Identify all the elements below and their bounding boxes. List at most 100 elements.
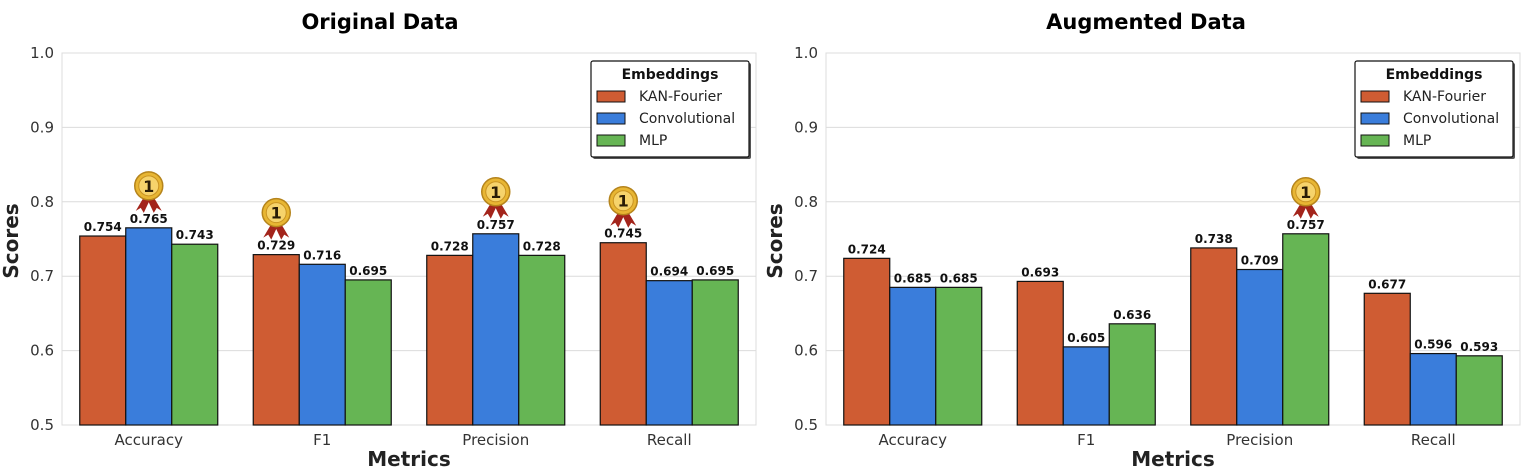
x-tick-label: Precision	[462, 431, 529, 449]
chart-panel-2: 0.5 0.6 0.7 0.8 0.9 1.0 0.724 0.693 0.738 0.677 0.…	[763, 10, 1521, 471]
bar-kan-fourier-recall	[1363, 292, 1411, 426]
x-tick-label: F1	[1077, 431, 1095, 449]
bar-value-label: 0.765	[130, 212, 168, 226]
legend-swatch	[596, 90, 626, 103]
medal-icon: 1	[481, 177, 511, 219]
legend-title: Embeddings	[1386, 67, 1483, 83]
medal-rank-label: 1	[143, 177, 154, 196]
x-tick-label: Recall	[1411, 431, 1456, 449]
medal-rank-label: 1	[271, 204, 282, 223]
bar-value-label: 0.754	[84, 220, 122, 234]
legend: Embeddings KAN-Fourier Convolutional MLP	[590, 60, 751, 159]
x-tick-label: Accuracy	[879, 431, 948, 449]
y-tick-label: 1.0	[794, 44, 818, 62]
bar-value-label: 0.685	[894, 271, 932, 285]
bar-value-label: 0.745	[604, 227, 642, 241]
y-tick-label: 0.6	[30, 342, 54, 360]
y-tick-label: 0.6	[794, 342, 818, 360]
legend-swatch	[1360, 112, 1390, 125]
bar-convolutional-recall	[1409, 352, 1457, 426]
y-tick-label: 0.7	[30, 267, 54, 285]
chart-panel-1: 0.5 0.6 0.7 0.8 0.9 1.0 0.754 0.729 0.728 0.745 0.…	[0, 10, 757, 471]
bar-convolutional-recall	[645, 280, 693, 426]
bar-value-label: 0.757	[1287, 218, 1325, 232]
bar-convolutional-f1	[1062, 346, 1110, 426]
medal-rank-label: 1	[490, 183, 501, 202]
bar-convolutional-f1	[298, 263, 346, 426]
medal-icon: 1	[1291, 177, 1321, 219]
bar-mlp-accuracy	[935, 286, 983, 426]
legend-entry-label: MLP	[1403, 133, 1431, 149]
bar-value-label: 0.605	[1067, 331, 1105, 345]
bar-mlp-precision	[1282, 233, 1330, 426]
bar-value-label: 0.694	[650, 265, 688, 279]
x-tick-label: Precision	[1226, 431, 1293, 449]
legend-swatch	[1360, 134, 1390, 147]
bar-value-label: 0.695	[696, 264, 734, 278]
bar-kan-fourier-accuracy	[79, 235, 127, 426]
chart-title: Augmented Data	[1046, 10, 1246, 34]
bar-convolutional-accuracy	[125, 227, 173, 426]
bar-kan-fourier-precision	[426, 254, 474, 426]
y-tick-label: 0.7	[794, 267, 818, 285]
legend-entry-label: KAN-Fourier	[1403, 89, 1486, 105]
bar-value-label: 0.636	[1113, 308, 1151, 322]
y-tick-label: 1.0	[30, 44, 54, 62]
chart-title: Original Data	[301, 10, 458, 34]
bar-value-label: 0.738	[1195, 232, 1233, 246]
bar-kan-fourier-accuracy	[843, 257, 891, 426]
legend-entry-label: Convolutional	[1403, 111, 1499, 127]
legend-swatch	[596, 112, 626, 125]
bar-mlp-f1	[344, 279, 392, 426]
y-tick-label: 0.8	[794, 193, 818, 211]
bar-mlp-f1	[1108, 323, 1156, 426]
x-tick-label: F1	[313, 431, 331, 449]
legend: Embeddings KAN-Fourier Convolutional MLP	[1354, 60, 1515, 159]
bar-value-label: 0.724	[848, 242, 886, 256]
bar-value-label: 0.728	[523, 239, 561, 253]
medal-icon: 1	[608, 185, 638, 228]
legend-title: Embeddings	[622, 67, 719, 83]
medal-rank-label: 1	[1300, 183, 1311, 202]
y-tick-label: 0.9	[794, 118, 818, 136]
bar-convolutional-precision	[1236, 268, 1284, 426]
bar-value-label: 0.685	[940, 271, 978, 285]
bar-value-label: 0.729	[257, 239, 295, 253]
x-axis-label: Metrics	[367, 447, 451, 471]
x-tick-label: Recall	[647, 431, 692, 449]
bar-value-label: 0.677	[1368, 277, 1406, 291]
medal-rank-label: 1	[618, 192, 629, 211]
bar-value-label: 0.593	[1460, 340, 1498, 354]
legend-entry-label: Convolutional	[639, 111, 735, 127]
x-axis-label: Metrics	[1131, 447, 1215, 471]
bar-value-label: 0.728	[431, 239, 469, 253]
bar-kan-fourier-precision	[1190, 247, 1238, 426]
bar-kan-fourier-recall	[599, 242, 647, 426]
y-tick-label: 0.5	[794, 416, 818, 434]
legend-entry-label: KAN-Fourier	[639, 89, 722, 105]
bar-convolutional-precision	[472, 233, 520, 426]
legend-swatch	[1360, 90, 1390, 103]
bar-value-label: 0.743	[176, 228, 214, 242]
x-tick-label: Accuracy	[115, 431, 184, 449]
bar-mlp-precision	[518, 254, 566, 426]
y-axis-label: Scores	[763, 203, 787, 278]
legend-swatch	[596, 134, 626, 147]
bar-mlp-recall	[691, 279, 739, 426]
medal-icon: 1	[261, 197, 291, 240]
legend-entry-label: MLP	[639, 133, 667, 149]
bar-convolutional-accuracy	[889, 286, 937, 426]
bar-value-label: 0.596	[1414, 338, 1452, 352]
bar-mlp-recall	[1455, 355, 1503, 426]
y-tick-label: 0.5	[30, 416, 54, 434]
bar-value-label: 0.693	[1021, 265, 1059, 279]
medal-icon: 1	[134, 171, 164, 213]
y-tick-label: 0.8	[30, 193, 54, 211]
y-axis-label: Scores	[0, 203, 23, 278]
bar-kan-fourier-f1	[1016, 280, 1064, 426]
bar-value-label: 0.716	[303, 248, 341, 262]
bar-value-label: 0.695	[349, 264, 387, 278]
bar-value-label: 0.709	[1241, 254, 1279, 268]
bar-kan-fourier-f1	[252, 254, 300, 426]
